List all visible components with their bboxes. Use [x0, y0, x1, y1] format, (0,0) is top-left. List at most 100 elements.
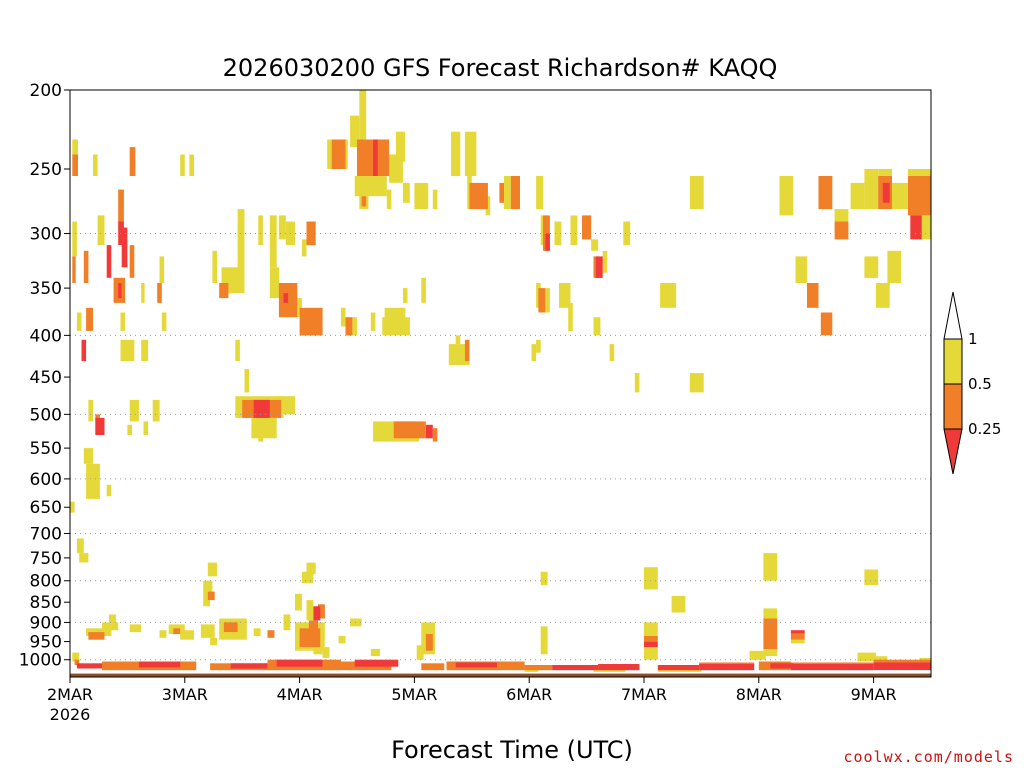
- ri-cell-yellow: [180, 630, 194, 640]
- ri-cell-orange: [74, 659, 80, 665]
- y-tick-label: 500: [30, 405, 62, 425]
- ri-cell-yellow: [591, 239, 599, 251]
- ri-cell-red: [95, 417, 105, 435]
- ri-cell-yellow: [327, 139, 332, 169]
- ri-cell-yellow: [269, 215, 277, 268]
- ri-cell-yellow: [386, 189, 392, 210]
- ri-cell-yellow: [189, 154, 194, 176]
- colorbar-legend: 1 0.5 0.25: [943, 291, 1001, 475]
- ri-cell-yellow: [88, 399, 93, 422]
- ri-cell-orange: [499, 182, 504, 203]
- ri-cell-yellow: [161, 312, 167, 331]
- ri-cell-red: [699, 664, 755, 671]
- ri-cell-yellow: [203, 598, 211, 607]
- ri-cell-yellow: [354, 176, 387, 197]
- ri-cell-yellow: [70, 501, 75, 513]
- ri-cell-orange: [908, 176, 931, 216]
- ri-cell-yellow: [763, 608, 778, 619]
- x-axis-title: Forecast Time (UTC): [391, 736, 633, 764]
- y-tick-label: 950: [30, 633, 62, 653]
- ri-cell-yellow: [258, 215, 263, 246]
- ri-cell-orange: [807, 283, 819, 308]
- ri-cell-yellow: [120, 312, 126, 331]
- ri-cell-red: [770, 663, 794, 669]
- ri-cell-red: [657, 665, 700, 671]
- ri-cell-yellow: [671, 595, 686, 613]
- ri-cell-yellow: [237, 209, 245, 278]
- credit-text: coolwx.com/models: [843, 748, 1014, 766]
- ri-cell-orange: [820, 312, 833, 336]
- ri-cell-yellow: [451, 131, 461, 176]
- plot-frame: [69, 89, 932, 678]
- ri-cell-yellow: [568, 303, 573, 331]
- ri-cell-yellow: [602, 250, 608, 273]
- ri-cell-yellow: [644, 567, 658, 590]
- ri-cell-yellow: [141, 283, 145, 303]
- x-tick-label: 2MAR: [47, 685, 93, 704]
- ri-cell-orange: [207, 591, 215, 601]
- ri-cell-orange: [267, 630, 275, 638]
- y-tick-label: 550: [30, 439, 62, 459]
- ri-cell-orange: [318, 604, 325, 619]
- ri-cell-yellow: [97, 215, 105, 246]
- ri-cell-yellow: [536, 339, 541, 353]
- ri-cell-orange: [393, 421, 426, 439]
- ri-cell-red: [644, 641, 658, 648]
- ri-cell-yellow: [503, 176, 511, 210]
- ri-cell-yellow: [370, 648, 380, 657]
- ri-cell-yellow: [269, 267, 279, 299]
- ri-cell-yellow: [382, 317, 410, 336]
- ri-cell-yellow: [141, 339, 149, 361]
- ri-cell-yellow: [485, 196, 491, 216]
- ri-cell-yellow: [283, 614, 291, 631]
- ri-cell-red: [138, 661, 181, 668]
- ri-cell-orange: [118, 189, 124, 222]
- ri-cell-yellow: [295, 593, 302, 611]
- ri-cell-orange: [834, 221, 849, 240]
- ri-cell-yellow: [921, 215, 931, 240]
- ri-cell-yellow: [623, 221, 631, 246]
- ri-cell-orange: [88, 632, 105, 640]
- ri-cell-yellow: [297, 298, 302, 318]
- x-tick-label: 7MAR: [621, 685, 667, 704]
- y-tick-label: 450: [30, 368, 62, 388]
- ri-cell-yellow: [93, 154, 98, 176]
- ri-cell-yellow: [559, 283, 571, 308]
- ri-cell-yellow: [244, 369, 250, 393]
- ri-cell-yellow: [634, 373, 640, 393]
- ri-cell-yellow: [402, 182, 410, 203]
- gridlines: [70, 233, 931, 661]
- ri-cell-yellow: [384, 307, 406, 320]
- ri-cell-yellow: [129, 399, 139, 422]
- ri-cell-yellow: [875, 656, 888, 662]
- ri-cell-yellow: [278, 215, 286, 240]
- cells-layer: [70, 90, 931, 672]
- ri-cell-yellow: [72, 221, 77, 257]
- ri-cell-orange: [464, 339, 470, 361]
- x-tick-label: 6MAR: [506, 685, 552, 704]
- ri-cell-yellow: [152, 399, 160, 422]
- ri-cell-orange: [469, 182, 488, 210]
- ri-cell-orange: [219, 283, 229, 299]
- ri-cell-red: [253, 399, 270, 418]
- ri-cell-orange: [790, 662, 874, 665]
- ri-cell-yellow: [795, 256, 807, 283]
- ri-cell-yellow: [878, 169, 892, 181]
- ri-cell-orange: [818, 176, 833, 210]
- ri-cell-yellow: [763, 553, 778, 581]
- ri-cell-yellow: [790, 639, 805, 644]
- ri-cell-yellow: [536, 283, 541, 308]
- ri-cell-orange: [173, 628, 181, 635]
- ri-cell-yellow: [570, 215, 578, 246]
- y-tick-label: 700: [30, 524, 62, 544]
- ri-cell-orange: [873, 659, 931, 664]
- ri-cell-yellow: [159, 256, 165, 283]
- x-tick-label: 4MAR: [277, 685, 323, 704]
- ri-cell-yellow: [340, 307, 346, 327]
- ri-cell-yellow: [402, 288, 408, 303]
- ri-cell-orange: [382, 154, 387, 176]
- ri-cell-yellow: [109, 614, 116, 623]
- y-tick-label: 600: [30, 470, 62, 490]
- ri-cell-yellow: [352, 317, 357, 336]
- y-tick-label: 200: [30, 81, 62, 101]
